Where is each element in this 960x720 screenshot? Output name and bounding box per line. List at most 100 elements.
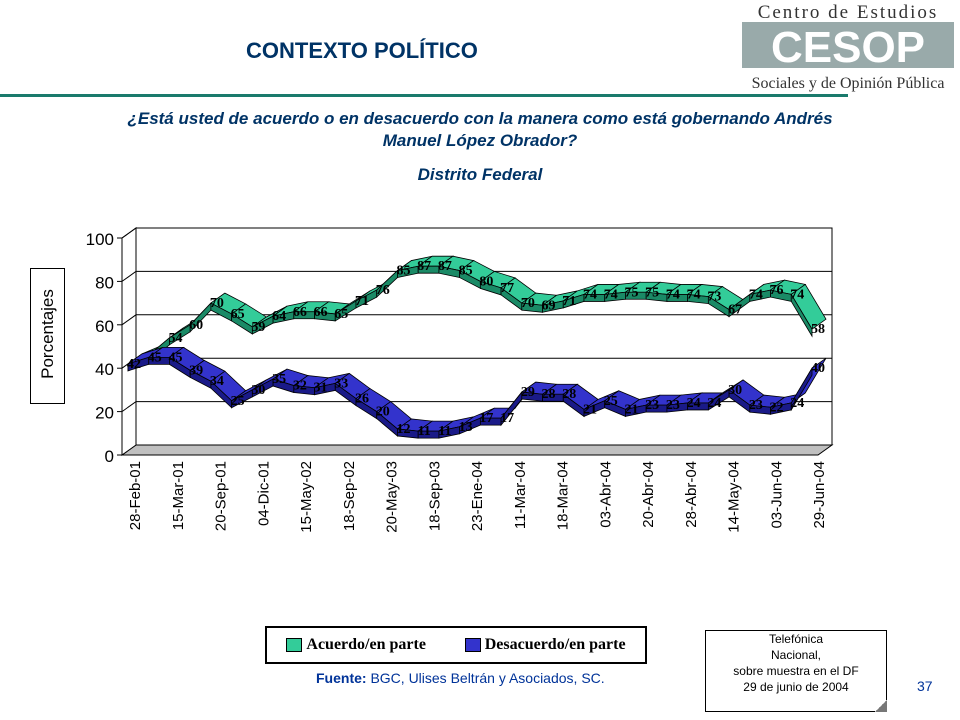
data-label-series-1: 67: [728, 303, 742, 318]
data-label-series-1: 70: [521, 296, 535, 311]
data-label-series-1: 59: [251, 320, 265, 335]
legend-label-desacuerdo: Desacuerdo/en parte: [484, 636, 626, 653]
source-note: Fuente: BGC, Ulises Beltrán y Asociados,…: [316, 670, 605, 686]
x-tick-label: 23-Ene-04: [469, 461, 486, 531]
data-label-series-2: 24: [687, 396, 701, 411]
data-label-series-2: 29: [521, 385, 535, 400]
source-text: BGC, Ulises Beltrán y Asociados, SC.: [366, 670, 605, 686]
page-title: CONTEXTO POLÍTICO: [246, 38, 478, 63]
x-tick-label: 03-Abr-04: [597, 461, 614, 528]
data-label-series-2: 42: [127, 357, 141, 372]
data-label-series-2: 26: [355, 392, 369, 407]
methodology-callout: Telefónica Nacional, sobre muestra en el…: [705, 630, 887, 712]
data-label-series-1: 64: [272, 309, 286, 324]
x-tick-label: 20-Abr-04: [640, 461, 657, 528]
data-label-series-2: 45: [168, 350, 182, 365]
legend-label-acuerdo: Acuerdo/en parte: [306, 636, 426, 653]
data-label-series-1: 65: [231, 307, 245, 322]
data-label-series-2: 33: [334, 376, 348, 391]
data-label-series-1: 69: [542, 298, 556, 313]
plot-back-wall: [135, 227, 833, 446]
source-label: Fuente:: [316, 670, 367, 686]
chart-legend: Acuerdo/en parte Desacuerdo/en parte: [265, 626, 647, 664]
data-label-series-2: 30: [251, 383, 265, 398]
data-label-series-1: 77: [500, 281, 514, 296]
data-label-series-2: 13: [459, 420, 473, 435]
survey-question: ¿Está usted de acuerdo o en desacuerdo c…: [127, 109, 833, 150]
data-label-series-2: 40: [811, 361, 825, 376]
data-label-series-1: 87: [438, 259, 452, 274]
x-tick-label: 28-Feb-01: [127, 461, 144, 530]
data-label-series-2: 12: [396, 422, 410, 437]
data-label-series-2: 21: [583, 402, 597, 417]
note-line1: Telefónica: [768, 632, 824, 646]
data-label-series-2: 23: [749, 398, 763, 413]
data-label-series-2: 28: [562, 387, 576, 402]
legend-swatch-acuerdo: [286, 638, 303, 652]
data-label-series-1: 74: [790, 287, 804, 302]
cesop-logo: Centro de Estudios CESOP Sociales y de O…: [742, 2, 954, 92]
data-label-series-2: 22: [770, 400, 784, 415]
data-label-series-2: 11: [438, 424, 451, 439]
note-line4: 29 de junio de 2004: [743, 680, 849, 694]
legend-item-acuerdo: Acuerdo/en parte: [286, 636, 426, 654]
gridline: [121, 314, 832, 326]
x-tick-label: 04-Dic-01: [255, 461, 272, 526]
x-tick-label: 14-May-04: [726, 461, 743, 533]
data-label-series-2: 32: [293, 379, 307, 394]
chart-subtitle: Distrito Federal: [417, 165, 543, 184]
data-label-series-2: 34: [210, 374, 224, 389]
x-tick-label: 20-May-03: [384, 461, 401, 533]
data-label-series-2: 35: [272, 372, 286, 387]
data-label-series-2: 24: [790, 396, 804, 411]
data-label-series-2: 31: [314, 381, 328, 396]
gridline: [121, 270, 832, 282]
y-tick-label: 100: [86, 230, 114, 249]
y-tick-label: 80: [95, 273, 114, 292]
data-label-series-1: 66: [314, 305, 328, 320]
logo-line2: Sociales y de Opinión Pública: [752, 75, 945, 92]
data-label-series-1: 76: [376, 283, 390, 298]
data-label-series-1: 71: [562, 294, 576, 309]
data-label-series-1: 74: [666, 287, 680, 302]
data-label-series-1: 60: [189, 318, 203, 333]
logo-mark: CESOP: [771, 23, 925, 72]
header-divider: [0, 94, 848, 97]
data-label-series-1: 87: [417, 259, 431, 274]
x-tick-label: 15-May-02: [298, 461, 315, 533]
data-label-series-2: 25: [604, 394, 618, 409]
data-label-series-1: 58: [811, 322, 825, 337]
data-label-series-1: 85: [396, 264, 410, 279]
note-line3: sobre muestra en el DF: [733, 664, 859, 678]
y-tick-label: 20: [95, 404, 114, 423]
data-label-series-2: 45: [148, 350, 162, 365]
plot-side-wall: [121, 227, 137, 456]
data-label-series-1: 73: [707, 290, 721, 305]
x-tick-label: 15-Mar-01: [170, 461, 187, 530]
data-label-series-1: 71: [355, 294, 369, 309]
plot-floor: [120, 444, 834, 456]
series-ribbon-front-2: [790, 366, 813, 412]
data-label-series-1: 74: [583, 287, 597, 302]
x-tick-label: 11-Mar-04: [512, 461, 529, 529]
data-label-series-2: 17: [500, 411, 514, 426]
data-label-series-1: 85: [459, 264, 473, 279]
data-label-series-2: 20: [376, 405, 390, 420]
logo-line1: Centro de Estudios: [758, 2, 939, 23]
data-label-series-1: 74: [749, 287, 763, 302]
data-label-series-1: 75: [645, 285, 659, 300]
data-label-series-1: 74: [604, 287, 618, 302]
data-label-series-2: 11: [418, 424, 431, 439]
data-label-series-1: 76: [770, 283, 784, 298]
y-tick-label: 40: [95, 360, 114, 379]
x-tick-label: 18-Mar-04: [555, 461, 572, 530]
data-label-series-2: 30: [728, 383, 742, 398]
legend-item-desacuerdo: Desacuerdo/en parte: [464, 636, 626, 654]
gridline: [121, 227, 832, 239]
y-tick-label: 60: [95, 317, 114, 336]
data-label-series-2: 23: [645, 398, 659, 413]
data-label-series-1: 66: [293, 305, 307, 320]
data-label-series-2: 24: [707, 396, 721, 411]
series-ribbon-front-1: [790, 292, 813, 338]
